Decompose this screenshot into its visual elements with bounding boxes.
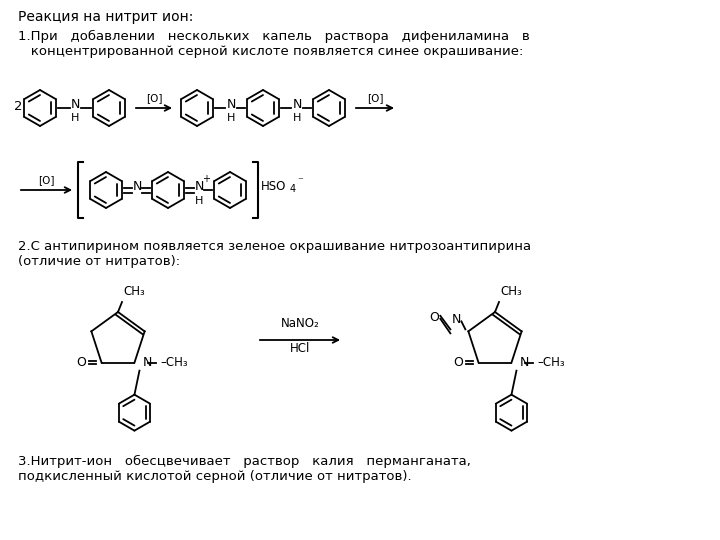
Text: –CH₃: –CH₃ xyxy=(537,356,565,369)
Text: 4: 4 xyxy=(290,184,296,194)
Text: концентрированной серной кислоте появляется синее окрашивание:: концентрированной серной кислоте появляе… xyxy=(18,45,523,58)
Text: N: N xyxy=(143,356,152,369)
Text: HSO: HSO xyxy=(261,179,287,192)
Text: CH₃: CH₃ xyxy=(500,285,522,298)
Text: N: N xyxy=(451,313,461,326)
Text: H: H xyxy=(71,113,79,123)
Text: 2: 2 xyxy=(14,99,22,112)
Text: N: N xyxy=(132,180,142,193)
Text: Реакция на нитрит ион:: Реакция на нитрит ион: xyxy=(18,10,194,24)
Text: [O]: [O] xyxy=(145,93,162,103)
Text: HCl: HCl xyxy=(290,342,310,355)
Text: N: N xyxy=(71,98,80,111)
Text: (отличие от нитратов):: (отличие от нитратов): xyxy=(18,255,180,268)
Text: 2.С антипирином появляется зеленое окрашивание нитрозоантипирина: 2.С антипирином появляется зеленое окраш… xyxy=(18,240,531,253)
Text: H: H xyxy=(293,113,301,123)
Text: подкисленный кислотой серной (отличие от нитратов).: подкисленный кислотой серной (отличие от… xyxy=(18,470,412,483)
Text: –CH₃: –CH₃ xyxy=(161,356,188,369)
Text: [O]: [O] xyxy=(366,93,383,103)
Text: +: + xyxy=(202,174,210,184)
Text: H: H xyxy=(227,113,235,123)
Text: O: O xyxy=(429,311,439,324)
Text: CH₃: CH₃ xyxy=(123,285,145,298)
Text: NaNO₂: NaNO₂ xyxy=(281,317,320,330)
Text: N: N xyxy=(226,98,235,111)
Text: N: N xyxy=(292,98,302,111)
Text: [O]: [O] xyxy=(38,175,55,185)
Text: N: N xyxy=(519,356,528,369)
Text: ⁻: ⁻ xyxy=(297,176,303,186)
Text: 1.При   добавлении   нескольких   капель   раствора   дифениламина   в: 1.При добавлении нескольких капель раств… xyxy=(18,30,530,43)
Text: H: H xyxy=(195,196,203,206)
Text: 3.Нитрит-ион   обесцвечивает   раствор   калия   перманганата,: 3.Нитрит-ион обесцвечивает раствор калия… xyxy=(18,455,471,468)
Text: O: O xyxy=(454,356,464,369)
Text: O: O xyxy=(76,356,86,369)
Text: N: N xyxy=(194,180,204,193)
